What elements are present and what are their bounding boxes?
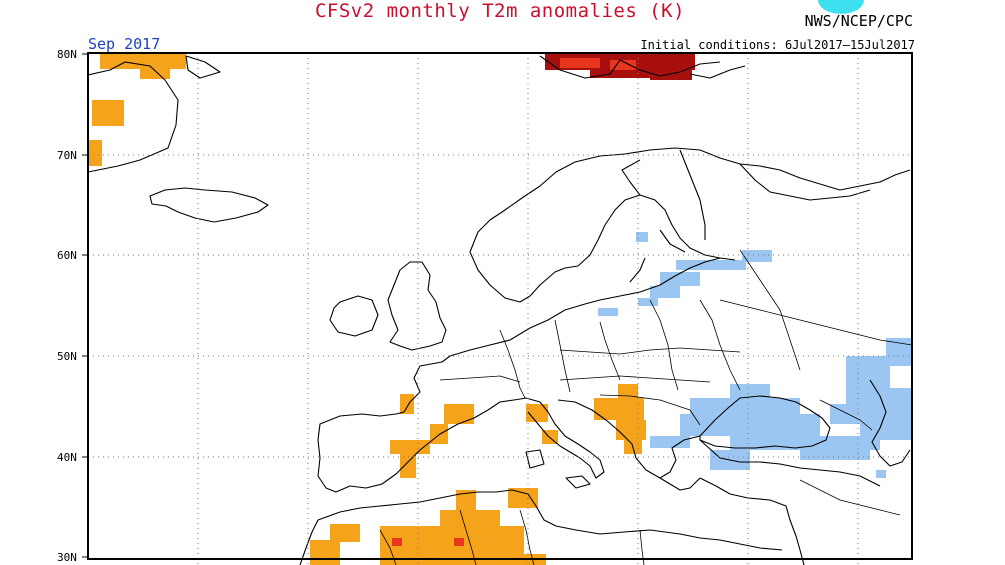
- lat-label-60: 60N: [57, 249, 77, 262]
- north-africa-hot: [392, 538, 464, 546]
- forecast-month: Sep 2017: [88, 35, 161, 53]
- lat-label-80: 80N: [57, 48, 77, 61]
- caspian-hole: [890, 366, 912, 388]
- greenland-warm: [88, 53, 186, 166]
- lat-ticks: [82, 53, 88, 558]
- map-title: CFSv2 monthly T2m anomalies (K): [314, 0, 686, 22]
- anomaly-shading: [88, 53, 912, 565]
- agency-label: NWS/NCEP/CPC: [804, 12, 913, 30]
- caspian-cool: [830, 338, 912, 440]
- graticule: [88, 53, 912, 565]
- italy-warm: [526, 404, 558, 444]
- map-frame: [87, 52, 913, 560]
- lat-label-50: 50N: [57, 350, 77, 363]
- lat-label-30: 30N: [57, 551, 77, 564]
- land-outline: [88, 55, 912, 565]
- north-africa-warm: [310, 488, 546, 565]
- svalbard-warm-inner: [560, 58, 636, 70]
- noaa-logo: [818, 0, 864, 14]
- baltic-cool: [598, 232, 772, 316]
- lat-label-70: 70N: [57, 149, 77, 162]
- lat-label-40: 40N: [57, 451, 77, 464]
- initial-conditions: Initial conditions: 6Jul2017–15Jul2017: [640, 38, 915, 52]
- iberia-warm: [390, 394, 474, 478]
- black-sea-cool: [650, 384, 886, 478]
